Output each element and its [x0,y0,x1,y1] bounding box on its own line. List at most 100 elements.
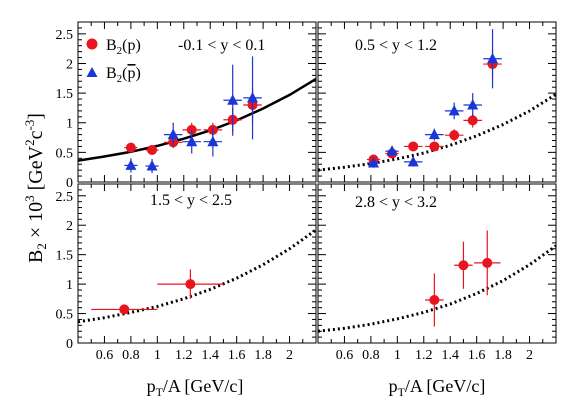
data-point-proton [185,279,196,290]
legend-proton-main: B [106,37,117,54]
x-tick-label: 1.8 [494,348,512,363]
x-tick-label: 1.6 [228,348,246,363]
data-point-proton [429,141,440,152]
y-tick-label: 1.5 [56,249,74,264]
y-tick-label: 0.5 [56,308,74,323]
panel-bottom-left: 0 0.5 1 1.5 2 2.5 0.6 0.8 1 1.2 1.4 1.6 1.8 2 1.5 < y … [56,183,317,363]
x-axis-title-right: pT/A [GeV/c] [389,376,486,399]
panel-title: 0.5 < y < 1.2 [355,37,437,54]
x-tick-label: 1.4 [201,348,219,363]
x-tick-label: 0.8 [122,348,140,363]
x-tick-label: 1 [154,348,161,363]
data-point-proton [408,141,419,152]
panel-bottom-right: 0.6 0.8 1 1.2 1.4 1.6 1.8 2 2.8 < y < 3.2 [317,183,557,363]
y-axis-title-main: B [25,250,47,263]
data-point-antiproton [125,159,137,170]
legend: B2(p) B2(p) [86,37,141,85]
legend-antiproton-close: ) [136,65,141,82]
y-axis-title-unit-mid: c [25,130,47,139]
data-point-proton [119,304,130,315]
panel-top-left: 0 0.5 1 1.5 2 2.5 -0.1 < y < 0.1 [56,21,317,191]
y-axis-title-sup2: 2 [22,139,37,146]
x-axis-title-left-p: p [147,376,156,396]
legend-antiproton-open: ( [122,65,127,82]
data-point-antiproton [386,145,398,156]
x-axis-title-right-rest: /A [GeV/c] [405,376,485,396]
y-tick-label: 1.5 [56,87,74,102]
series-antiproton [124,56,262,174]
y-axis-title-sub: 2 [34,243,49,250]
y-axis-title-sup3: -3 [22,120,37,131]
data-point-antiproton [407,155,419,167]
legend-antiproton-sub: 2 [117,73,123,85]
x-tick-label: 2 [286,348,293,363]
data-point-antiproton [448,104,460,116]
y-axis-title: B2 × 103 [GeV2c-3] [22,113,49,263]
data-point-proton [147,145,158,155]
y-axis-title-mid: × 10 [25,202,47,243]
y-tick-label: 0 [66,337,73,352]
series-antiproton [366,29,502,168]
data-point-antiproton [428,128,440,140]
x-axis-title-right-p: p [389,376,398,396]
series-proton [91,269,224,315]
legend-proton-sub: 2 [117,45,123,57]
y-tick-label: 2.5 [56,28,74,43]
data-point-antiproton [186,135,198,147]
model-curve [318,93,556,172]
x-tick-label: 1 [394,348,401,363]
x-tick-label: 1.2 [415,348,433,363]
data-point-proton [458,260,469,271]
x-axis-title-left: pT/A [GeV/c] [147,376,244,399]
x-tick-label: 1.4 [441,348,459,363]
y-tick-label: 1 [66,278,73,293]
series-proton [425,230,501,327]
x-axis-title-right-sub: T [398,385,406,399]
x-tick-label: 0.6 [96,348,114,363]
data-point-antiproton [146,160,158,171]
y-axis-title-sup1: 3 [22,195,37,202]
x-tick-label: 0.8 [362,348,380,363]
data-point-antiproton [467,98,479,110]
data-point-antiproton [247,91,259,103]
legend-proton-label: B2(p) [106,37,141,57]
y-tick-label: 1 [66,117,73,132]
panel-top-right: 0.5 < y < 1.2 [317,21,557,183]
y-tick-label: 2 [66,57,73,72]
y-axis-title-unit-open: [GeV [25,145,47,195]
panel-title: 2.8 < y < 3.2 [355,194,437,211]
data-point-antiproton [167,128,179,140]
y-tick-label: 0.5 [56,146,74,161]
data-point-proton [429,295,440,306]
legend-antiproton-marker [86,67,98,77]
data-point-proton [482,257,493,268]
legend-antiproton-main: B [106,65,117,82]
x-tick-label: 1.6 [468,348,486,363]
data-point-antiproton [207,135,219,147]
data-point-proton [467,115,478,126]
data-point-proton [125,142,136,153]
data-point-antiproton [227,94,239,105]
x-tick-label: 0.6 [336,348,354,363]
y-tick-label: 2.5 [56,190,74,205]
y-axis-title-unit-close: ] [25,113,47,120]
y-tick-label: 2 [66,219,73,234]
y-tick-label: 0 [66,176,73,191]
panel-title: -0.1 < y < 0.1 [178,37,265,54]
model-curve [318,244,556,333]
model-curve [78,228,316,324]
model-curve [78,77,316,162]
panels-layer: 0 0.5 1 1.5 2 2.5 -0.1 < y < 0.1 0.5 < y < 1.2 0… [56,21,557,363]
legend-proton-arg: (p) [122,37,141,54]
data-point-antiproton [368,157,380,168]
x-tick-label: 1.8 [254,348,272,363]
series-proton [366,49,502,165]
data-point-proton [449,130,460,141]
x-axis-title-left-rest: /A [GeV/c] [163,376,243,396]
data-point-antiproton [487,52,499,64]
x-axis-title-left-sub: T [156,385,164,399]
x-tick-label: 2 [526,348,533,363]
panel-title: 1.5 < y < 2.5 [150,192,232,209]
